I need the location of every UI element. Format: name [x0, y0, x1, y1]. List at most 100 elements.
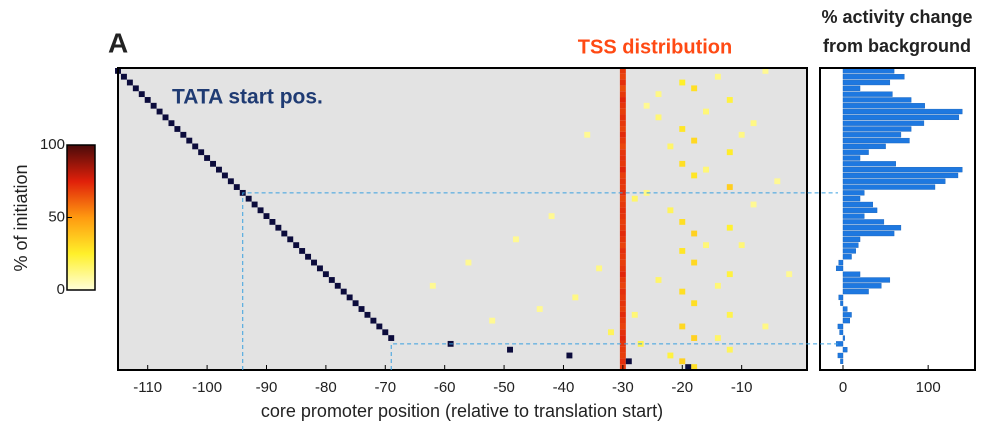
tss-cell: [691, 230, 698, 237]
tss-cell: [619, 201, 626, 208]
colorbar-tick-label: 50: [48, 208, 65, 225]
tata-cell: [322, 271, 329, 278]
colorbar-tick-label: 0: [57, 281, 65, 298]
tss-cell: [679, 358, 686, 365]
activity-bar: [842, 103, 925, 109]
tata-cell: [174, 126, 181, 132]
tss-cell: [655, 277, 662, 283]
tata-cell: [305, 253, 312, 260]
x-tick-label: 0: [839, 379, 847, 396]
activity-bar: [838, 259, 844, 266]
tss-cell: [667, 207, 674, 214]
tss-cell: [596, 265, 603, 272]
activity-bar: [842, 91, 893, 97]
tss-cell: [703, 166, 709, 173]
guide-line: [242, 192, 838, 370]
tss-cell: [750, 120, 757, 127]
tss-cell: [619, 340, 626, 347]
tss-cell: [714, 335, 721, 341]
tss-cell: [619, 108, 626, 115]
x-tick-label: -40: [553, 379, 575, 396]
tata-cell: [364, 311, 371, 318]
tss-cell: [691, 137, 698, 144]
tss-cell: [619, 306, 626, 312]
activity-bar: [840, 358, 844, 364]
tss-cell: [619, 68, 626, 74]
tata-cell: [334, 282, 341, 289]
tss-cell: [489, 317, 496, 324]
activity-bar: [842, 271, 861, 277]
x-tick-label: -50: [493, 379, 515, 396]
tata-cell: [257, 207, 264, 214]
tata-cell: [168, 120, 175, 127]
tata-cell: [287, 236, 294, 243]
activity-bar: [842, 225, 902, 231]
bar-title: % activity change: [821, 7, 972, 27]
tss-cell: [703, 108, 709, 115]
tss-cell: [714, 73, 721, 80]
tss-cell: [691, 364, 698, 370]
colorbar-label: % of initiation: [11, 164, 31, 271]
activity-bar: [842, 213, 865, 219]
tss-cell: [667, 352, 674, 359]
activity-bar: [842, 190, 865, 196]
tss-cell: [619, 242, 626, 249]
x-tick-label: -30: [612, 379, 634, 396]
x-tick-label: -60: [434, 379, 456, 396]
tss-cell: [619, 97, 626, 103]
tss-cell: [619, 79, 626, 86]
x-tick-label: -80: [315, 379, 337, 396]
tss-cell: [619, 102, 626, 109]
tss-cell: [726, 346, 733, 353]
tata-cell: [299, 248, 306, 254]
tss-cell: [619, 126, 626, 132]
activity-bar: [842, 137, 910, 144]
tata-cell: [132, 85, 139, 92]
colorbar-tick-label: 100: [40, 136, 65, 153]
tata-cell: [293, 242, 300, 249]
tss-cell: [691, 172, 698, 179]
tss-cell: [726, 184, 733, 190]
activity-bar: [842, 85, 861, 91]
tata-cell: [156, 108, 163, 115]
tss-cell: [655, 91, 662, 98]
tss-cell: [608, 329, 614, 336]
tss-cell: [619, 329, 626, 336]
tss-cell: [619, 236, 626, 243]
tss-cell: [619, 143, 626, 150]
activity-bar: [842, 74, 905, 80]
activity-bar: [837, 352, 844, 359]
tata-cell: [204, 155, 211, 161]
tata-cell: [126, 79, 133, 86]
tata-cell: [221, 172, 228, 179]
x-tick-label: -10: [731, 379, 753, 396]
heatmap-frame: [117, 67, 808, 371]
tata-cell: [388, 335, 395, 341]
tss-cell: [619, 352, 626, 359]
activity-bar: [840, 300, 844, 306]
tss-cell: [619, 282, 626, 289]
tata-cell: [263, 213, 270, 219]
tss-cell: [679, 219, 686, 225]
x-tick-label: -90: [256, 379, 278, 396]
activity-bar: [842, 108, 963, 115]
activity-bar: [842, 149, 869, 155]
tss-cell: [726, 224, 733, 231]
tata-cell: [186, 137, 193, 144]
tss-cell: [512, 236, 519, 243]
tss-cell: [536, 306, 543, 312]
tata-cell: [316, 265, 323, 272]
bar-frame: [819, 67, 976, 371]
tss-cell: [619, 294, 626, 301]
x-tick-label: -70: [374, 379, 396, 396]
activity-bar: [842, 166, 963, 173]
tss-cell: [703, 242, 709, 249]
tss-cell: [584, 131, 591, 138]
tss-cell: [679, 160, 686, 167]
tata-cell: [233, 184, 240, 190]
tss-cell: [619, 288, 626, 295]
panel-label: A: [108, 27, 128, 58]
tss-cell: [631, 311, 638, 318]
tss-cell: [655, 114, 662, 121]
